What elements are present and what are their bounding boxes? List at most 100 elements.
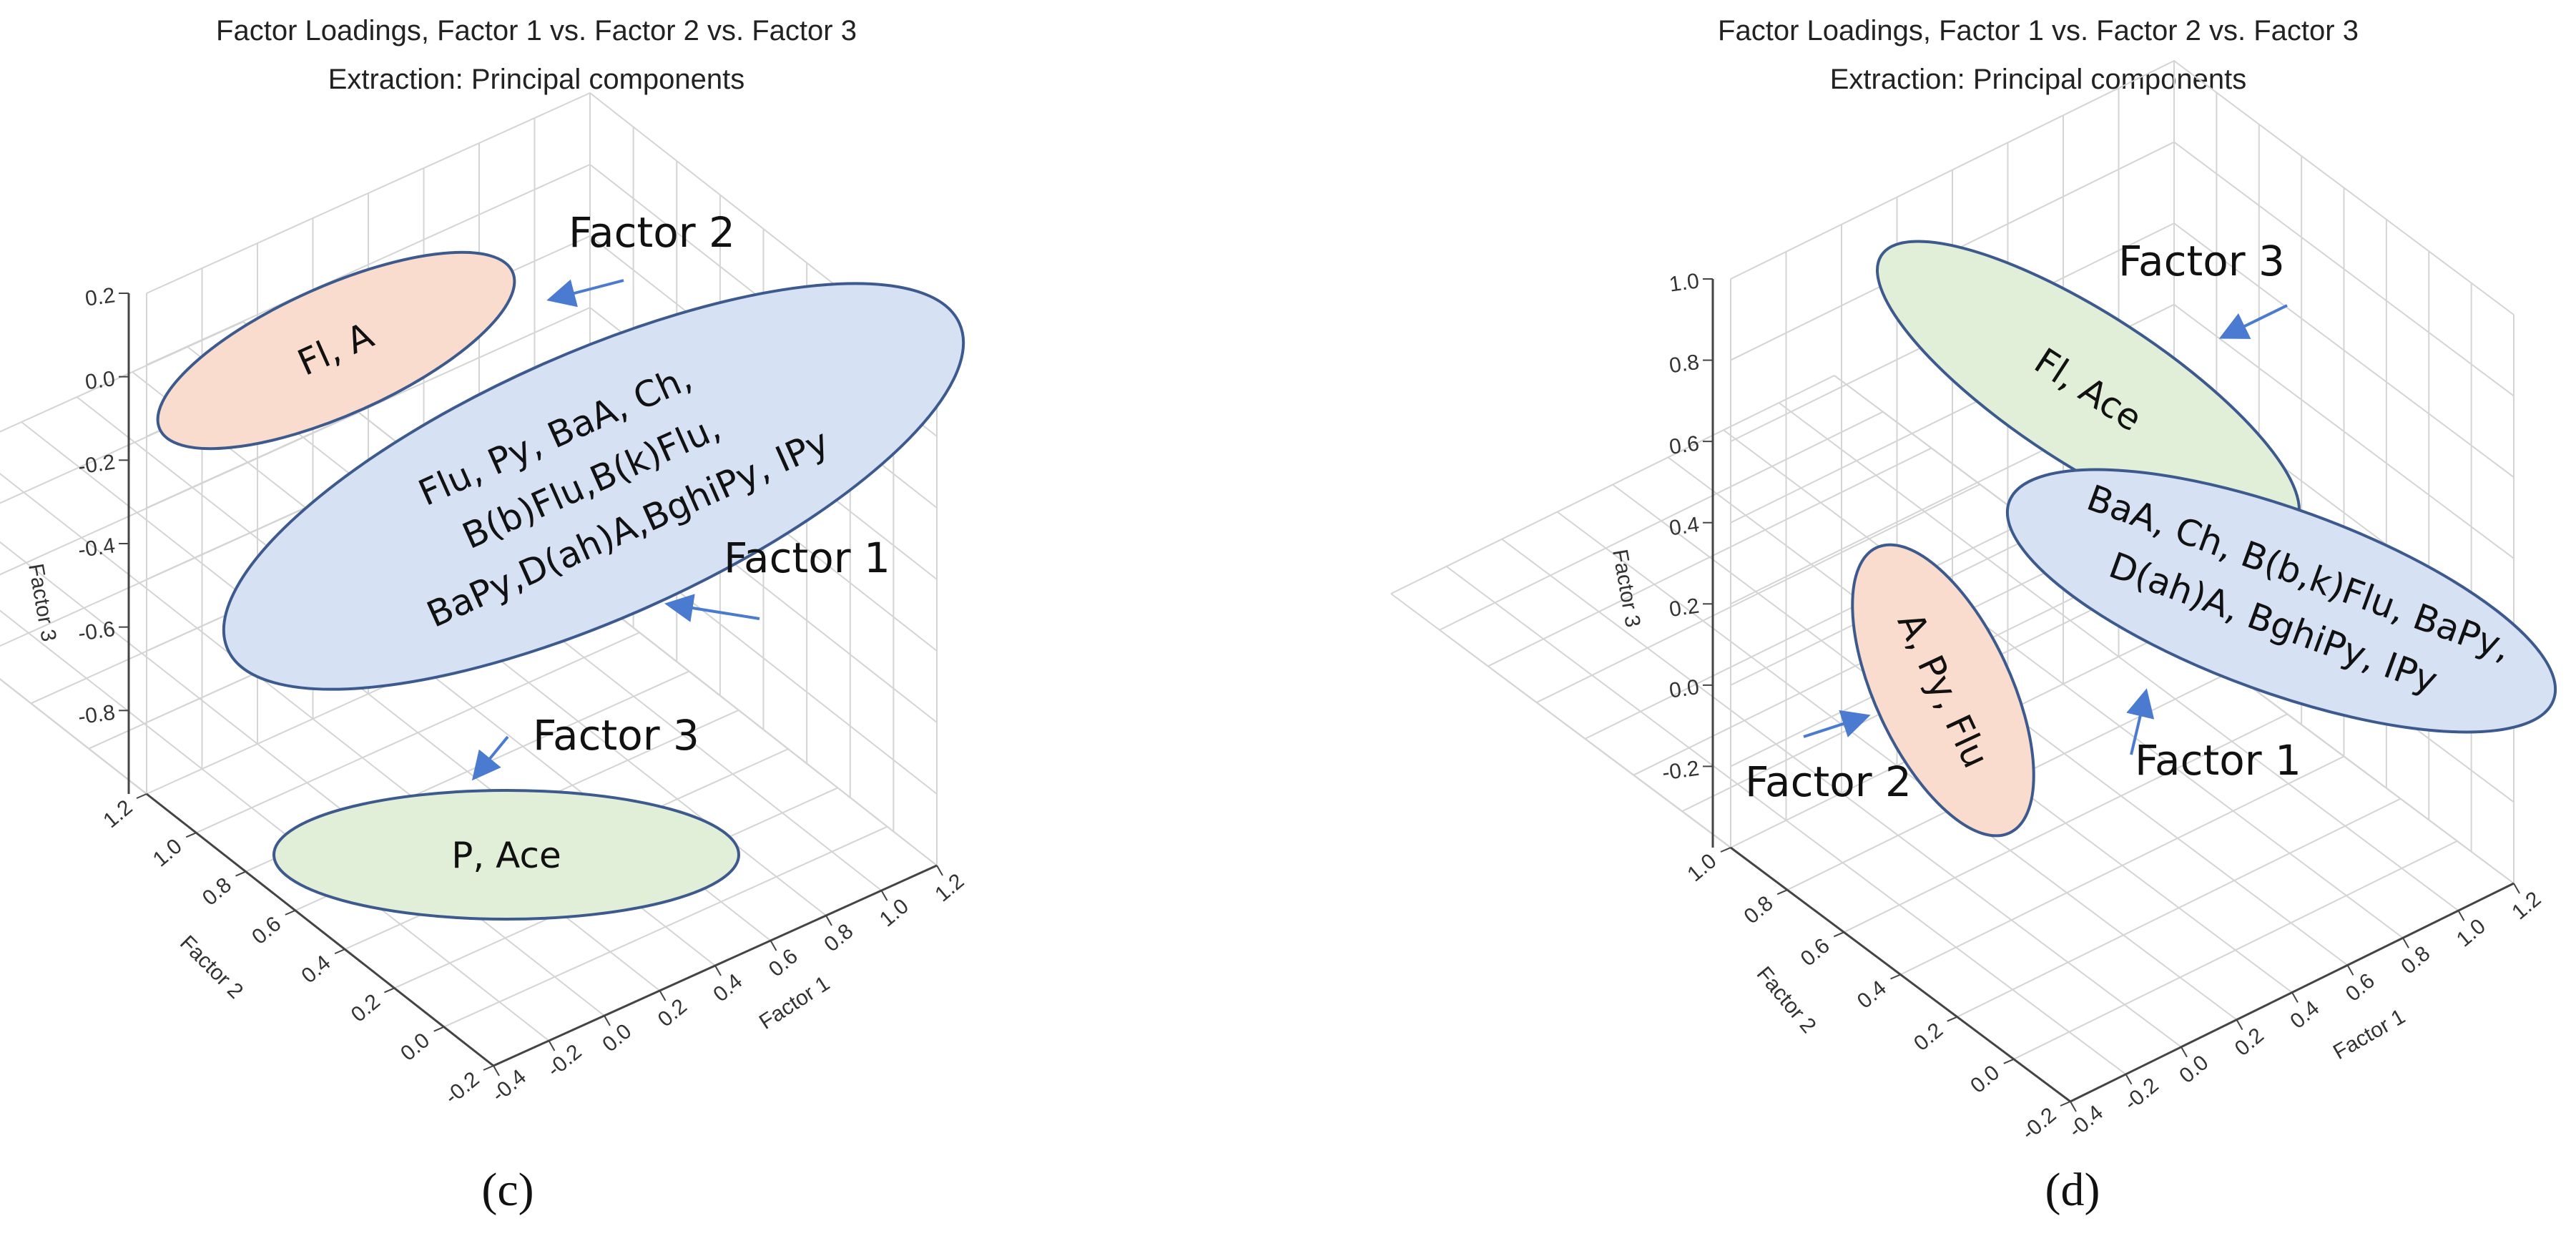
panel-d-ytick-mark	[1720, 847, 1731, 853]
panel-c-ztick-label: 0.2	[84, 283, 117, 310]
panel-d-title: Factor Loadings, Factor 1 vs. Factor 2 v…	[1718, 15, 2359, 46]
panel-d-ztick-label: 0.2	[1668, 594, 1701, 622]
panel-c-xtick-mark	[825, 915, 832, 926]
panel-d-xtick-mark	[2346, 964, 2354, 976]
panel-c-ytick-mark	[136, 793, 147, 799]
panel-c-xtick-label: -0.2	[543, 1040, 586, 1082]
panel-c-ztick-label: -0.6	[77, 617, 117, 646]
panel-c-xtick-label: 0.2	[654, 994, 692, 1031]
panel-c-zlabel: Factor 3	[24, 561, 61, 643]
panel-d-ytick-mark	[1833, 931, 1844, 938]
panel-d-gridline	[2013, 840, 2458, 1060]
panel-c-factor3-annotation: Factor 3	[533, 711, 699, 760]
panel-d-ytick-mark	[1947, 1016, 1958, 1022]
panel-c-cluster-factor3-text: P, Ace	[451, 835, 561, 876]
panel-d-ztick-label: 0.8	[1668, 350, 1701, 378]
panel-d-cluster-factor1	[2005, 468, 2557, 734]
panel-c-factor2-annotation: Factor 2	[569, 208, 735, 257]
panel-c-xtick-mark	[548, 1040, 556, 1051]
panel-c-xtick-label: 1.2	[930, 869, 968, 906]
panel-c-factor1-arrow	[664, 594, 760, 622]
panel-d-factor3-annotation: Factor 3	[2118, 237, 2285, 285]
panel-d-xtick-mark	[2457, 910, 2465, 921]
panel-d-gridline	[1900, 755, 2344, 976]
panel-d-wall-gridline	[1730, 303, 2514, 559]
panel-d-gridline	[1778, 402, 2120, 657]
panel-d-zlabel: Factor 3	[1608, 547, 1645, 629]
panel-d-factor1-arrow	[2126, 688, 2155, 755]
panel-d-xtick-mark	[2402, 937, 2409, 948]
panel-d-ztick-label: -0.2	[1661, 757, 1701, 785]
panel-d-xtick-label: 0.8	[2396, 942, 2434, 979]
panel-d-gridline	[1445, 566, 1787, 821]
panel-c-ytick-label: 0.8	[198, 873, 236, 911]
panel-d-label: (d)	[2045, 1164, 2100, 1216]
panel-d-wall-gridline	[1730, 222, 2514, 478]
panel-c-xtick-label: 0.0	[598, 1019, 636, 1056]
panel-c-xlabel: Factor 1	[755, 971, 834, 1034]
panel-c-xtick-mark	[770, 940, 777, 951]
panel-c-ytick-label: 1.0	[149, 834, 187, 871]
panel-d-ytick-label: 0.4	[1853, 976, 1891, 1014]
panel-c-ytick-label: 0.0	[396, 1029, 434, 1066]
panel-d-xlabel: Factor 1	[2329, 1004, 2409, 1064]
panel-d-ytick-label: 0.8	[1739, 891, 1777, 928]
panel-d-factor1-annotation: Factor 1	[2135, 736, 2301, 785]
panel-d-ytick-mark	[2003, 1058, 2015, 1064]
panel-c-xtick-mark	[936, 865, 943, 876]
panel-c-ytick-label: 1.2	[99, 795, 137, 833]
panel-d-ytick-label: 0.2	[1909, 1019, 1947, 1056]
panel-d-xtick-mark	[2513, 883, 2520, 894]
panel-d-xtick-label: -0.2	[2120, 1074, 2163, 1116]
panel-c-xtick-label: 0.4	[709, 969, 747, 1006]
panel-c-ytick-mark	[384, 987, 395, 994]
panel-d-factor2-annotation: Factor 2	[1745, 757, 1912, 806]
panel-c-xtick-mark	[659, 990, 667, 1001]
panel-d-ylabel: Factor 2	[1752, 962, 1821, 1038]
panel-c-gridline	[534, 618, 883, 891]
panel-d-gridline	[1843, 713, 2288, 933]
panel-d-ytick-mark	[1890, 973, 1901, 980]
panel-d-ztick-label: 0.4	[1668, 513, 1701, 540]
panel-c-box-edge	[0, 678, 147, 795]
panel-d-cluster-factor2	[1851, 543, 2035, 838]
panel-d-xtick-mark	[2236, 1019, 2243, 1031]
panel-d-xtick-label: 0.6	[2341, 969, 2379, 1006]
panel-c-cluster-factor1	[222, 282, 965, 691]
panel-c-ytick-mark	[185, 832, 197, 838]
panel-c-factor2-arrow	[546, 279, 624, 308]
panel-c-ytick-mark	[433, 1026, 445, 1032]
panel-d-ytick-mark	[2060, 1101, 2071, 1107]
panel-d-ytick-label: 0.0	[1966, 1061, 2004, 1098]
panel-d-ztick-label: 0.0	[1668, 675, 1701, 702]
panel-c-ytick-mark	[334, 948, 345, 955]
panel-c-subtitle: Extraction: Principal components	[328, 64, 745, 95]
panel-d-xtick-label: 0.4	[2286, 996, 2324, 1034]
panel-c-factor3-arrow	[471, 735, 509, 781]
panel-d-xtick-mark	[2181, 1046, 2188, 1058]
panel-c-gridline	[443, 825, 888, 1028]
panel-c: Factor Loadings, Factor 1 vs. Factor 2 v…	[0, 15, 968, 1216]
panel-d: Factor Loadings, Factor 1 vs. Factor 2 v…	[1390, 15, 2557, 1216]
panel-c-ztick-label: 0.0	[84, 367, 117, 394]
panel-c-gridline	[195, 632, 640, 834]
panel-c-xtick-label: 0.6	[765, 944, 802, 981]
panel-d-ytick-mark	[1776, 889, 1788, 896]
panel-d-xtick-label: 0.2	[2231, 1024, 2268, 1061]
panel-c-label: (c)	[481, 1164, 534, 1216]
panel-c-gridline	[0, 678, 197, 834]
panel-d-wall-gridline	[1730, 59, 2514, 315]
panel-d-ytick-label: -0.2	[2017, 1103, 2061, 1145]
panel-d-subtitle: Extraction: Principal components	[1830, 64, 2247, 95]
panel-d-ytick-label: 1.0	[1683, 849, 1721, 886]
panel-c-cluster-factor3	[272, 789, 740, 921]
panel-d-ztick-label: 1.0	[1668, 269, 1701, 296]
panel-d-xtick-label: -0.4	[2064, 1101, 2108, 1143]
panel-d-ytick-label: 0.6	[1796, 933, 1834, 971]
panel-c-ytick-label: 0.6	[247, 912, 285, 949]
panel-c-ztick-label: -0.4	[77, 534, 117, 562]
panel-d-xtick-label: 1.2	[2507, 887, 2545, 924]
panel-c-ytick-mark	[235, 870, 246, 877]
panel-c-xtick-mark	[880, 890, 888, 901]
panel-c-factor1-annotation: Factor 1	[724, 534, 890, 582]
